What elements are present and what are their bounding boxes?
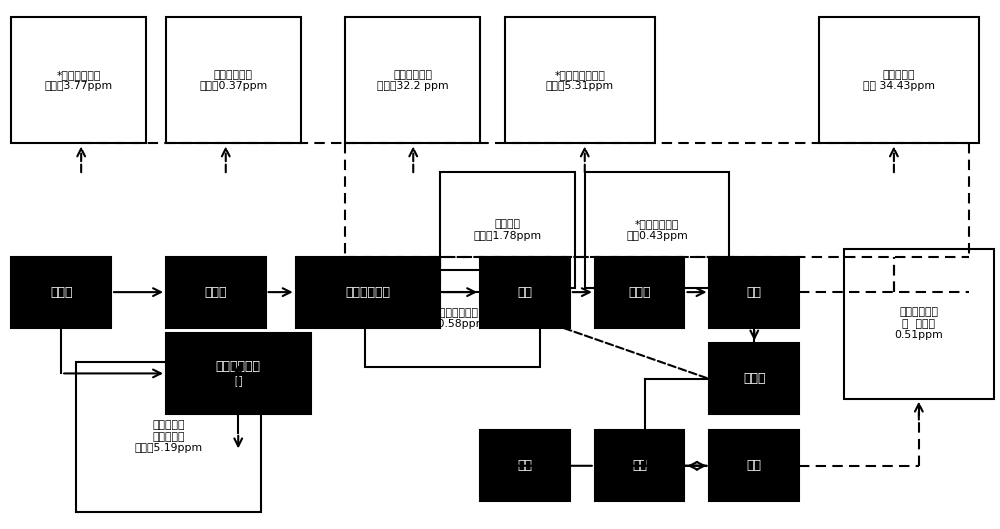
Text: 筛丸: 筛丸 (747, 286, 762, 299)
Text: 原料备: 原料备 (50, 286, 72, 299)
Text: 包衣转笼挡板角落
批清：0.58ppm: 包衣转笼挡板角落 批清：0.58ppm (419, 308, 487, 329)
Bar (440, 172, 575, 288)
Text: 离心机: 离心机 (628, 286, 651, 299)
Bar (595, 430, 684, 501)
Bar (505, 17, 655, 143)
Text: 石蜡油循环系
统: 石蜡油循环系 统 (216, 360, 261, 388)
Bar (76, 362, 261, 512)
Bar (11, 17, 146, 143)
Text: 石蜡油储罐
底阀淋洗水
大清：5.19ppm: 石蜡油储罐 底阀淋洗水 大清：5.19ppm (134, 420, 202, 453)
Bar (844, 249, 994, 399)
Bar (480, 257, 570, 327)
Bar (166, 333, 311, 415)
Text: 放料手阀擦拭
批清：32.2 ppm: 放料手阀擦拭 批清：32.2 ppm (377, 69, 449, 91)
Bar (709, 257, 799, 327)
Bar (709, 343, 799, 415)
Text: 全动马达搅拌
浆  批清：
0.51ppm: 全动马达搅拌 浆 批清： 0.51ppm (894, 307, 943, 340)
Text: 包衣锅: 包衣锅 (743, 372, 766, 386)
Text: 料液循环系统: 料液循环系统 (345, 286, 390, 299)
Bar (709, 430, 799, 501)
Bar (11, 257, 111, 327)
Text: 内包: 内包 (632, 459, 647, 472)
Bar (819, 17, 979, 143)
Text: 滴罐: 滴罐 (517, 286, 532, 299)
Text: 喷枪淋洗水
批清 34.43ppm: 喷枪淋洗水 批清 34.43ppm (863, 69, 935, 91)
Text: 外包: 外包 (517, 459, 532, 472)
Bar (365, 270, 540, 367)
Bar (296, 257, 440, 327)
Bar (345, 17, 480, 143)
Text: 化料罐: 化料罐 (205, 286, 227, 299)
Bar (166, 257, 266, 327)
Text: *滴锅底部小孔
大清0.43ppm: *滴锅底部小孔 大清0.43ppm (626, 220, 688, 241)
Bar (166, 17, 301, 143)
Text: 筛丸: 筛丸 (747, 459, 762, 472)
Text: *化料罐淋洗水
批清：3.77ppm: *化料罐淋洗水 批清：3.77ppm (45, 69, 113, 91)
Text: 滴锅底部
批清：1.78ppm: 滴锅底部 批清：1.78ppm (473, 220, 542, 241)
Text: 化料罐搅拌浆
批清：0.37ppm: 化料罐搅拌浆 批清：0.37ppm (199, 69, 267, 91)
Bar (585, 172, 729, 288)
Bar (480, 430, 570, 501)
Bar (595, 257, 684, 327)
Text: *放料手阀淋洗水
大清：5.31ppm: *放料手阀淋洗水 大清：5.31ppm (546, 69, 614, 91)
